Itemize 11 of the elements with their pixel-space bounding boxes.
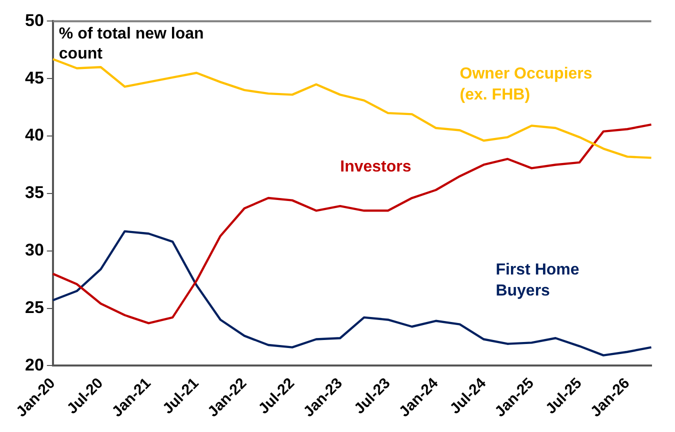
y-tick-label: 30	[24, 240, 44, 260]
series-label: Owner Occupiers (ex. FHB)	[460, 65, 592, 104]
series-label: Investors	[340, 158, 412, 176]
y-tick-label: 40	[24, 126, 44, 145]
y-tick-label: 50	[24, 10, 44, 30]
y-tick-label: 25	[24, 298, 44, 317]
text: First Home Buyers	[496, 262, 580, 300]
y-tick-label: 45	[24, 68, 44, 88]
y-tick-label: 35	[24, 183, 44, 202]
y-tick-label: 20	[24, 355, 44, 374]
y-axis-title: % of total new loan count	[58, 26, 204, 63]
